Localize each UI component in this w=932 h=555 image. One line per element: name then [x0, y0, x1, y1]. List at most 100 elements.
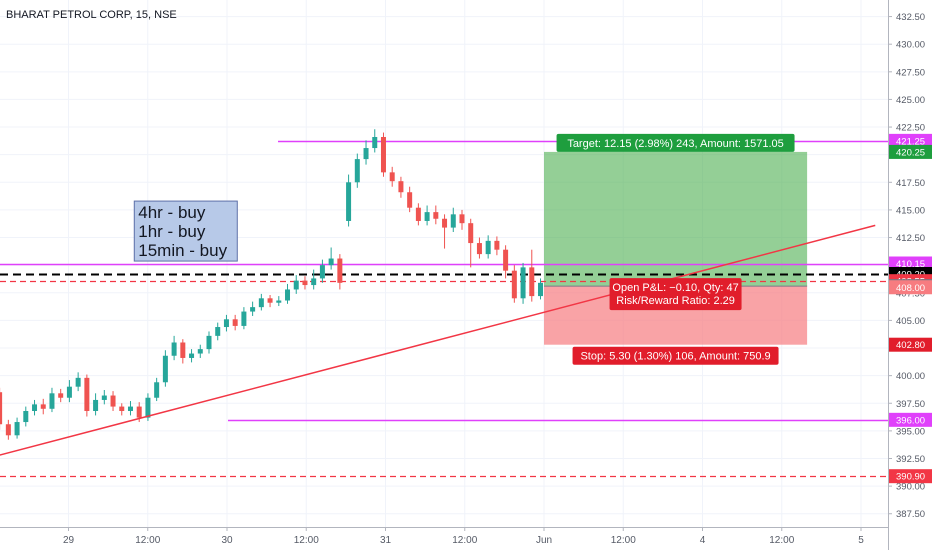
candle	[372, 129, 378, 153]
candle	[302, 276, 308, 290]
candle	[180, 339, 186, 364]
candle	[468, 218, 474, 268]
candle	[433, 205, 439, 225]
note-box[interactable]	[133, 200, 238, 262]
candle-body	[389, 172, 395, 182]
x-tick-label: 29	[63, 535, 75, 546]
candle	[223, 314, 229, 332]
candle	[285, 283, 291, 304]
position-zones	[544, 151, 808, 345]
candle-body	[127, 406, 133, 411]
candle-body	[101, 395, 107, 400]
candle	[215, 322, 221, 341]
price-badge-text: 402.80	[896, 340, 925, 351]
candle-body	[66, 386, 72, 398]
position-labels: Target: 12.15 (2.98%) 243, Amount: 1571.…	[556, 133, 795, 365]
price-badge-bg	[889, 144, 932, 159]
candle-body	[468, 223, 474, 244]
candle-body	[407, 192, 413, 208]
candle-body	[485, 240, 491, 255]
price-badge-420.25: 420.25	[889, 144, 932, 159]
candle	[328, 247, 334, 270]
price-badge-bg	[889, 412, 932, 427]
candle-body	[162, 355, 168, 383]
candle	[49, 387, 55, 413]
x-tick-label: 12:00	[294, 535, 319, 546]
candle	[154, 377, 160, 402]
candle-body	[5, 424, 11, 436]
candle	[337, 254, 343, 290]
price-badge-402.80: 402.80	[889, 337, 932, 352]
candle	[84, 374, 90, 417]
candle-body	[197, 349, 203, 354]
candle-body	[302, 280, 308, 286]
candle-body	[84, 377, 90, 411]
candle	[189, 349, 195, 363]
price-badge-390.90: 390.90	[889, 469, 932, 484]
price-badge-text: 408.00	[896, 283, 925, 294]
candle	[442, 214, 448, 249]
candle-body	[529, 267, 535, 297]
price-badge-bg	[889, 337, 932, 352]
candle	[267, 294, 273, 308]
x-tick-label: 30	[221, 535, 233, 546]
candle	[363, 140, 369, 165]
y-tick-label: 430.00	[896, 40, 925, 51]
candle	[250, 301, 256, 316]
candle-body	[232, 319, 238, 326]
candle-body	[476, 243, 482, 255]
price-axis[interactable]: 387.50 390.00 392.50 395.00 397.50 400.00 402.…	[888, 0, 932, 550]
candle	[319, 259, 325, 283]
pnl-text: Open P&L: −0.10, Qty: 47	[612, 282, 738, 294]
candle	[197, 344, 203, 358]
candle-body	[154, 382, 160, 398]
candle-body	[250, 307, 256, 312]
price-badge-bg	[889, 469, 932, 484]
candle	[40, 398, 46, 415]
x-tick-label: 12:00	[452, 535, 477, 546]
candle-body	[145, 397, 151, 418]
candle	[424, 205, 430, 226]
candle-body	[380, 136, 386, 173]
candle	[14, 417, 20, 439]
candles	[0, 129, 544, 440]
candle	[529, 249, 535, 302]
x-tick-label: 12:00	[769, 535, 794, 546]
risk-reward-text: Risk/Reward Ratio: 2.29	[616, 295, 735, 307]
trendline-line[interactable]	[0, 224, 876, 482]
candle-body	[276, 300, 282, 303]
candle	[66, 380, 72, 403]
candle-body	[93, 399, 99, 411]
y-tick-label: 397.50	[896, 399, 925, 410]
candle-body	[136, 406, 142, 418]
candle-body	[285, 289, 291, 301]
y-tick-label: 417.50	[896, 178, 925, 189]
y-tick-label: 422.50	[896, 123, 925, 134]
candle-body	[215, 327, 221, 336]
candle-body	[354, 159, 360, 183]
candle-body	[363, 148, 369, 160]
y-tick-label: 400.00	[896, 371, 925, 382]
y-tick-label: 392.50	[896, 454, 925, 465]
candle	[407, 186, 413, 213]
y-tick-label: 432.50	[896, 12, 925, 23]
candle-body	[23, 410, 29, 423]
profit-zone[interactable]	[544, 151, 808, 287]
candle-body	[267, 298, 273, 303]
candle	[110, 391, 116, 411]
price-badge-bg	[889, 280, 932, 295]
trendline[interactable]	[0, 224, 876, 482]
y-tick-label: 425.00	[896, 95, 925, 106]
candle	[258, 293, 264, 311]
candle-body	[206, 335, 212, 350]
candle-body	[494, 240, 500, 250]
candle	[206, 331, 212, 354]
y-tick-label: 395.00	[896, 426, 925, 437]
candle	[415, 203, 421, 226]
candle-body	[110, 395, 116, 407]
candle-body	[433, 212, 439, 219]
